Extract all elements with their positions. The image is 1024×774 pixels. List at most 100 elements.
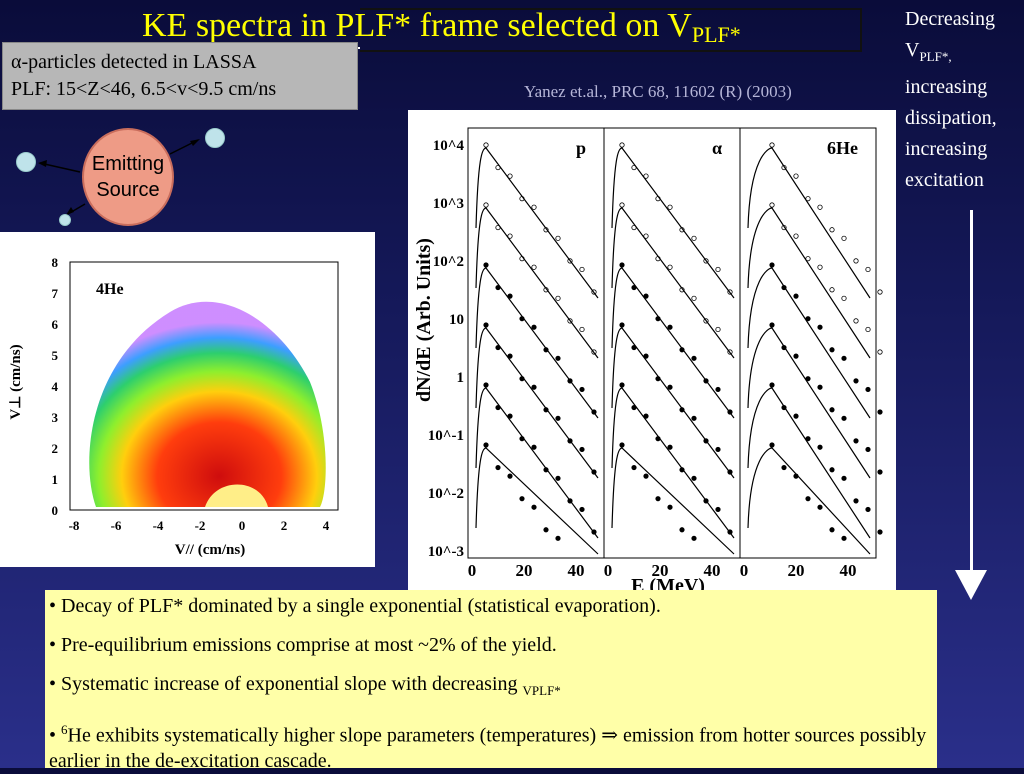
heatmap-xtick: -2 [195, 518, 206, 533]
spectrum-point [781, 284, 787, 291]
spectrum-point [667, 444, 673, 450]
spectrum-point [727, 409, 733, 415]
spectrum-point [555, 475, 561, 481]
spectrum-point [679, 287, 685, 293]
spectrum-point [667, 384, 673, 390]
spectrum-point [543, 287, 549, 293]
spectra-ytick: 10^-3 [428, 544, 464, 560]
heatmap-xticks: -8 -6 -4 -2 0 2 4 [69, 518, 330, 533]
heatmap-xlabel: V// (cm/ns) [175, 542, 245, 558]
spectrum-point [495, 404, 501, 411]
spectrum-point [591, 289, 597, 295]
spectra-ytick: 10 [449, 312, 464, 328]
spectrum-point [769, 202, 775, 208]
spectrum-point [841, 355, 847, 361]
spectrum-point [793, 173, 799, 179]
heatmap-ytick: 7 [52, 286, 59, 301]
spectrum-point [841, 535, 847, 541]
spectrum-curve [747, 327, 871, 479]
spectrum-curve [747, 387, 871, 539]
spectrum-curve [475, 447, 599, 555]
spectrum-point [507, 233, 513, 239]
spectra-xtick: 0 [604, 561, 613, 580]
heatmap-ytick: 3 [52, 410, 59, 425]
spectrum-point [793, 233, 799, 239]
spectrum-point [643, 473, 649, 479]
spectrum-point [483, 262, 489, 268]
spectrum-point [631, 284, 637, 291]
heatmap-ytick: 8 [52, 255, 59, 270]
spectrum-point [877, 469, 883, 475]
spectrum-point [567, 378, 573, 384]
spectrum-point [643, 293, 649, 299]
spectrum-point [495, 344, 501, 351]
spectrum-point [543, 347, 549, 353]
spectrum-point [769, 442, 775, 448]
spectrum-point [655, 436, 661, 442]
spectra-ytick: 10^4 [433, 138, 465, 154]
spectrum-point [877, 289, 883, 295]
spectrum-point [519, 196, 525, 202]
bullet-3: • Systematic increase of exponential slo… [49, 673, 561, 698]
spectrum-point [853, 258, 859, 264]
spectrum-point [519, 436, 525, 442]
down-arrow-icon [955, 570, 987, 600]
spectrum-point [853, 318, 859, 324]
spectrum-point [495, 224, 501, 231]
spectrum-point [781, 404, 787, 411]
spectrum-point [591, 349, 597, 355]
spectrum-point [817, 444, 823, 450]
heatmap-ytick: 0 [52, 503, 59, 518]
title-main: KE spectra in PLF* frame selected on V [142, 7, 692, 44]
spectrum-point [631, 344, 637, 351]
heatmap-ytick: 1 [52, 472, 59, 487]
spectrum-point [727, 289, 733, 295]
spectrum-point [667, 264, 673, 270]
note-line-4: dissipation, [905, 107, 997, 129]
heatmap-xtick: -4 [153, 518, 164, 533]
spectrum-point [579, 266, 585, 273]
info-line-1: α-particles detected in LASSA [11, 51, 257, 73]
spectrum-point [519, 256, 525, 262]
spectrum-curve [475, 327, 599, 479]
spectra-ytick: 10^-2 [428, 486, 464, 502]
spectra-xtick: 0 [468, 561, 477, 580]
spectrum-point [841, 415, 847, 421]
spectrum-curve [747, 147, 871, 299]
spectrum-point [619, 382, 625, 388]
spectrum-point [567, 258, 573, 264]
note-line-2: VPLF*, [905, 39, 952, 64]
spectra-xtick: 20 [652, 561, 669, 580]
spectrum-point [691, 475, 697, 481]
spectrum-point [543, 467, 549, 473]
heatmap-ytick: 2 [52, 441, 59, 456]
spectrum-point [631, 404, 637, 411]
spectra-ytick: 1 [457, 370, 465, 386]
spectrum-curve [475, 267, 599, 419]
spectrum-point [643, 353, 649, 359]
spectrum-point [555, 535, 561, 541]
spectrum-point [483, 442, 489, 448]
heatmap-label: 4He [96, 281, 124, 298]
spectra-panel-label: α [712, 138, 722, 158]
spectrum-curve [611, 267, 735, 419]
particle-icon [59, 214, 71, 226]
spectrum-point [567, 498, 573, 504]
spectrum-point [643, 233, 649, 239]
spectrum-point [727, 349, 733, 355]
spectrum-point [817, 204, 823, 210]
spectrum-point [781, 464, 787, 471]
spectrum-point [805, 376, 811, 382]
spectra-frame [467, 127, 605, 559]
spectrum-point [555, 355, 561, 361]
spectrum-point [531, 204, 537, 210]
particle-icon [205, 128, 225, 148]
spectrum-curve [475, 387, 599, 539]
spectrum-point [769, 262, 775, 268]
spectrum-point [507, 173, 513, 179]
spectrum-point [507, 353, 513, 359]
spectrum-point [829, 407, 835, 413]
spectrum-point [543, 227, 549, 233]
spectrum-point [543, 407, 549, 413]
spectrum-point [793, 293, 799, 299]
